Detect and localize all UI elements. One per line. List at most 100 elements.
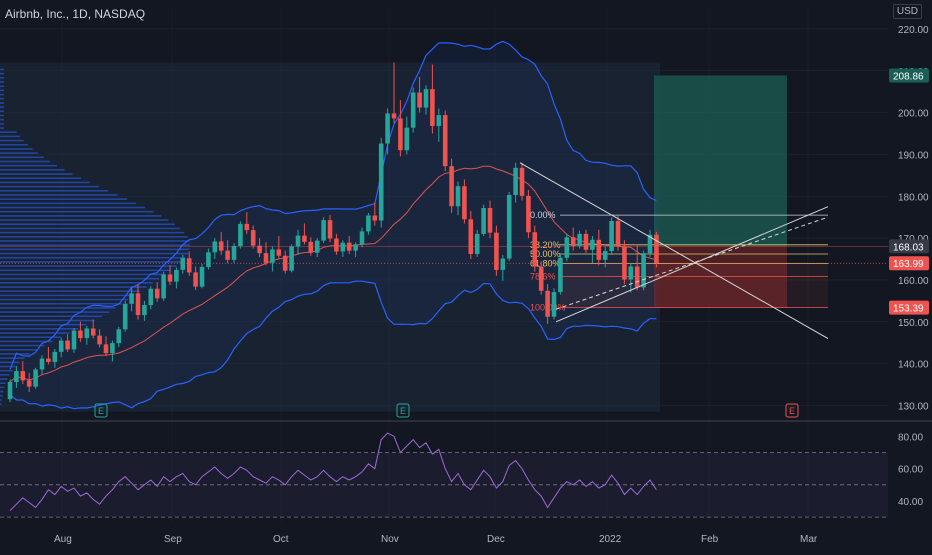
bollinger-upper xyxy=(9,40,657,370)
candle-body xyxy=(455,186,461,207)
candle-body xyxy=(398,118,403,151)
candle-body xyxy=(321,220,326,241)
volume-profile-bar xyxy=(0,344,45,347)
candle-body xyxy=(654,234,659,264)
volume-profile-bar xyxy=(0,177,81,180)
volume-profile-bar xyxy=(0,89,4,92)
candle-body xyxy=(385,113,390,144)
candle-body xyxy=(276,249,282,256)
candle-body xyxy=(513,167,518,196)
price-tick-label: 130.00 xyxy=(898,401,929,412)
month-tick-label: Dec xyxy=(487,534,505,545)
candle-body xyxy=(7,382,13,400)
candle-body xyxy=(487,207,493,233)
volume-profile-bar xyxy=(0,236,188,238)
volume-profile-bar xyxy=(0,265,177,267)
bollinger-fill xyxy=(10,41,657,409)
candle-body xyxy=(314,240,320,253)
candle-body xyxy=(186,258,192,273)
earnings-label: E xyxy=(789,406,795,416)
candle-body xyxy=(97,335,102,345)
bollinger-basis xyxy=(9,165,657,383)
volume-profile-bar xyxy=(0,97,4,100)
rsi-tick-label: 80.00 xyxy=(898,432,923,443)
price-tick-label: 180.00 xyxy=(898,192,929,203)
candle-body xyxy=(462,186,467,220)
price-badge xyxy=(889,239,929,254)
candle-body xyxy=(212,241,218,253)
candle-body xyxy=(596,239,602,260)
candle-body xyxy=(378,143,384,221)
candle-body xyxy=(39,358,45,370)
currency-button[interactable]: USD xyxy=(892,4,922,19)
volume-profile-bar xyxy=(0,135,20,138)
candle-body xyxy=(442,115,448,167)
volume-profile-bar xyxy=(0,399,3,401)
volume-profile-bar xyxy=(0,93,4,96)
volume-profile-bar xyxy=(0,365,16,368)
volume-profile-bar xyxy=(0,390,4,393)
candle-body xyxy=(308,241,314,253)
price-badge xyxy=(889,68,929,83)
volume-profile-bar xyxy=(0,185,99,188)
volume-profile-bar xyxy=(0,369,13,372)
earnings-label: E xyxy=(98,406,104,416)
candle-body xyxy=(590,239,595,250)
candle-body xyxy=(244,223,250,231)
volume-profile-bar xyxy=(0,143,28,146)
candle-body xyxy=(404,127,410,151)
fib-fill xyxy=(560,263,828,308)
fib-level-label: 61.80% xyxy=(530,259,561,269)
volume-profile-bar xyxy=(0,227,181,230)
candle-body xyxy=(46,358,51,362)
candle-body xyxy=(84,328,90,339)
volume-profile-bar xyxy=(0,219,169,221)
volume-profile-bar xyxy=(0,252,188,255)
earnings-icon xyxy=(94,403,108,418)
volume-profile-bar xyxy=(0,181,90,184)
volume-profile-bar xyxy=(0,173,73,175)
candle-body xyxy=(263,253,269,263)
candle-body xyxy=(391,113,397,119)
candle-body xyxy=(154,288,160,299)
volume-profile-bar xyxy=(0,348,37,351)
candle-body xyxy=(346,242,352,251)
volume-profile-bar xyxy=(0,189,109,192)
volume-profile-bar xyxy=(0,386,5,389)
volume-profile-bar xyxy=(0,198,127,200)
candle-body xyxy=(327,220,333,239)
volume-profile-bar xyxy=(0,382,6,385)
candle-body xyxy=(122,303,128,330)
volume-profile-bar xyxy=(0,374,10,376)
candle-body xyxy=(494,232,499,270)
candle-body xyxy=(551,292,557,317)
month-tick-label: Aug xyxy=(54,534,72,545)
candle-body xyxy=(174,269,179,282)
candle-body xyxy=(52,351,58,362)
candle-body xyxy=(65,340,70,350)
rsi-tick-label: 40.00 xyxy=(898,497,923,508)
candle-body xyxy=(110,343,115,354)
month-tick-label: Sep xyxy=(164,534,182,545)
candle-body xyxy=(468,219,474,254)
candle-body xyxy=(129,293,134,304)
volume-profile-bar xyxy=(0,307,116,309)
fib-level-label: 0.00% xyxy=(530,210,556,220)
candle-body xyxy=(615,220,621,247)
volume-profile-bar xyxy=(0,152,38,154)
price-tick-label: 190.00 xyxy=(898,150,929,161)
price-badge xyxy=(889,256,929,271)
volume-profile-bar xyxy=(0,206,146,209)
candle-body xyxy=(90,328,96,336)
candle-body xyxy=(238,223,243,247)
volume-profile-bar xyxy=(0,240,190,242)
candle-body xyxy=(199,266,205,287)
volume-profile-bar xyxy=(0,248,190,251)
candle-body xyxy=(359,231,365,245)
volume-profile-bar xyxy=(0,77,4,79)
price-badge-label: 168.03 xyxy=(893,242,924,253)
volume-profile-bar xyxy=(0,361,20,364)
candle-body xyxy=(474,233,480,254)
month-tick-label: Mar xyxy=(800,534,818,545)
